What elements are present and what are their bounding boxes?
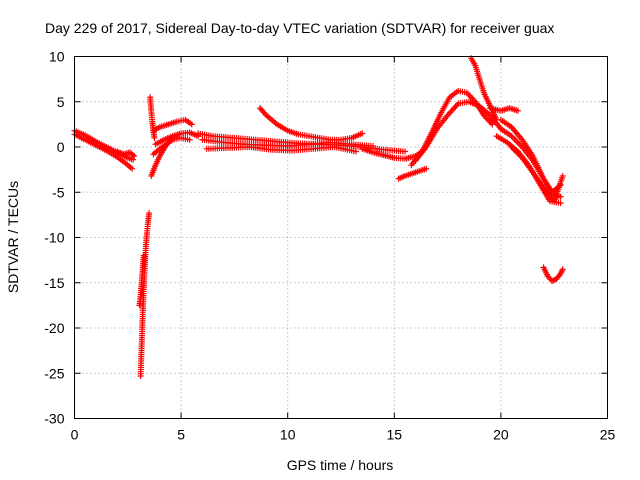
x-tick-label: 0 — [71, 427, 79, 443]
y-tick-label: 5 — [57, 94, 65, 110]
data-point-flat-band-2 — [369, 143, 376, 150]
data-point-decline-20-23-c — [557, 200, 564, 207]
x-tick-label: 25 — [600, 427, 616, 443]
data-point-decline-20-23-b — [557, 193, 564, 200]
data-point-low-15 — [423, 165, 430, 172]
data-point-arc-early-2 — [129, 165, 136, 172]
y-tick-label: -15 — [44, 275, 64, 291]
x-tick-label: 10 — [280, 427, 296, 443]
chart-title: Day 229 of 2017, Sidereal Day-to-day VTE… — [45, 20, 554, 36]
x-tick-label: 15 — [387, 427, 403, 443]
data-point-plunge-steep-2 — [140, 252, 147, 259]
data-point-dip-22 — [559, 266, 566, 273]
y-tick-label: -10 — [44, 230, 64, 246]
x-tick-label: 20 — [493, 427, 509, 443]
data-point-cluster-4-6-c — [186, 136, 193, 143]
y-axis-label: SDTVAR / TECUs — [5, 181, 21, 293]
y-tick-label: -30 — [44, 411, 64, 427]
data-point-spike-up — [151, 134, 158, 141]
data-points — [71, 55, 566, 379]
y-tick-label: -5 — [52, 184, 65, 200]
x-axis-label: GPS time / hours — [287, 457, 394, 473]
y-tick-label: 10 — [49, 49, 65, 65]
x-tick-label: 5 — [177, 427, 185, 443]
data-point-decline-20-23-d — [559, 172, 566, 179]
data-point-flat-band-1 — [401, 148, 408, 155]
data-point-hump-9-13 — [359, 130, 366, 137]
data-point-cluster-4-6-a — [188, 121, 195, 128]
y-tick-label: -25 — [44, 365, 64, 381]
x-axis-ticks: 0 5 10 15 20 25 — [71, 56, 616, 443]
y-tick-label: 0 — [57, 139, 65, 155]
y-axis-ticks: -30 -25 -20 -15 -10 -5 0 5 10 — [44, 49, 608, 427]
data-point-flat-band-3 — [352, 148, 359, 155]
data-point-plateau-20 — [514, 107, 521, 114]
y-tick-label: -20 — [44, 320, 64, 336]
data-point-plunge-steep — [146, 210, 153, 217]
data-point-arc-early-3 — [131, 153, 138, 160]
